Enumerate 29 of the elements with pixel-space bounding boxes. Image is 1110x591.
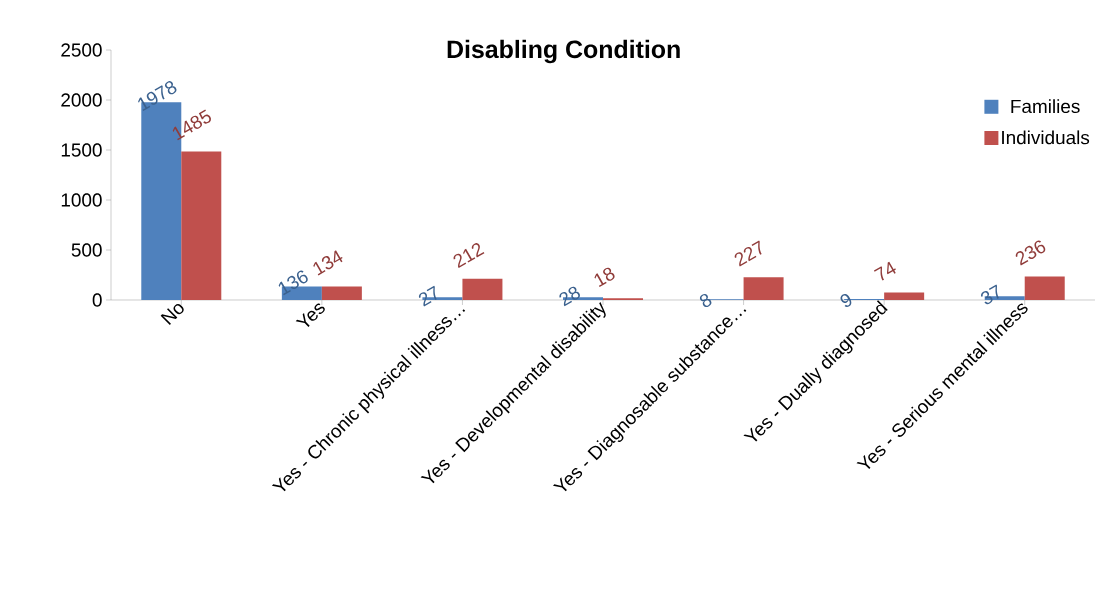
y-tick-label: 2500 (61, 43, 102, 57)
bar (884, 292, 925, 300)
data-label: 18 (594, 267, 615, 288)
y-tick-label: 0 (92, 293, 102, 307)
bar (743, 277, 784, 300)
y-tick-label: 1000 (61, 193, 102, 207)
y-tick-label: 500 (71, 243, 102, 257)
data-label: 74 (873, 261, 896, 281)
data-label: 8 (699, 293, 712, 308)
x-tick-label: No (160, 303, 184, 325)
data-label: 134 (313, 250, 343, 276)
bar (181, 151, 222, 300)
bar (462, 278, 503, 300)
chart-title: Disabling Condition (447, 39, 680, 64)
data-label: 37 (980, 284, 999, 305)
data-label: 27 (418, 285, 437, 307)
data-label: 136 (278, 270, 308, 296)
y-tick-label: 2000 (61, 93, 102, 107)
data-label: 1978 (138, 81, 177, 112)
bar (1024, 276, 1065, 300)
legend-label: Individuals (1002, 130, 1090, 145)
legend-label: Families (1011, 99, 1080, 114)
bar (321, 286, 362, 300)
x-tick-label: Yes (295, 303, 325, 327)
data-label: 236 (1015, 240, 1046, 266)
data-label: 212 (453, 243, 485, 269)
y-tick-label: 1500 (61, 143, 102, 157)
data-label: 1485 (172, 109, 211, 141)
data-label: 227 (734, 240, 762, 267)
